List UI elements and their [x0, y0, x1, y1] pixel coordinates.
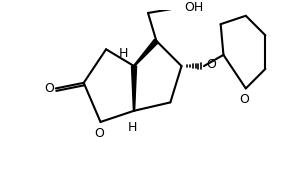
Polygon shape [133, 39, 158, 66]
Text: H: H [128, 121, 137, 134]
Text: OH: OH [184, 1, 203, 14]
Text: O: O [44, 82, 54, 95]
Text: O: O [239, 93, 249, 106]
Text: H: H [119, 47, 128, 61]
Text: O: O [94, 127, 104, 140]
Polygon shape [131, 66, 136, 111]
Text: O: O [206, 58, 216, 71]
